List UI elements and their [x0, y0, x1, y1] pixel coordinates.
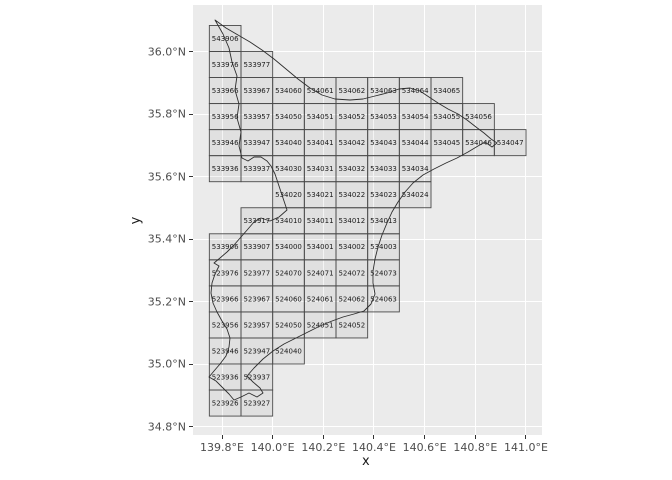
- gridline-horizontal: [193, 51, 542, 52]
- x-axis-tick-mark: [525, 435, 527, 439]
- x-axis-tick-label: 140.2°E: [301, 441, 346, 454]
- gridline-vertical: [373, 5, 375, 435]
- y-axis-tick-mark: [189, 301, 193, 302]
- x-axis-tick-mark: [272, 435, 274, 439]
- gridline-vertical: [424, 5, 426, 435]
- x-axis-tick-label: 140.6°E: [402, 441, 447, 454]
- plot-panel: [193, 5, 542, 435]
- x-axis-title: x: [362, 454, 370, 469]
- y-axis-tick-label: 35.0°N: [147, 357, 186, 371]
- y-axis-tick-mark: [189, 238, 193, 240]
- x-axis-tick-label: 140.4°E: [352, 441, 396, 454]
- gridline-horizontal: [193, 238, 542, 240]
- y-axis-tick-mark: [189, 51, 193, 52]
- gridline-vertical: [221, 5, 223, 435]
- gridline-vertical: [322, 5, 324, 435]
- x-axis-tick-label: 139.8°E: [200, 441, 244, 454]
- y-axis-tick-label: 35.6°N: [147, 170, 186, 183]
- gridline-horizontal: [193, 363, 542, 365]
- y-axis-tick-mark: [189, 363, 193, 365]
- gridline-horizontal: [193, 426, 542, 427]
- y-axis-tick-label: 34.8°N: [147, 420, 186, 433]
- x-axis-tick-mark: [221, 435, 223, 439]
- y-axis-tick-label: 35.4°N: [147, 232, 186, 246]
- x-axis-tick-mark: [373, 435, 375, 439]
- x-axis-tick-label: 140.8°E: [453, 441, 498, 454]
- gridline-horizontal: [193, 301, 542, 302]
- y-axis-title: y: [128, 216, 144, 225]
- x-axis-tick-mark: [322, 435, 324, 439]
- x-axis-tick-label: 141.0°E: [504, 441, 548, 454]
- y-axis-tick-mark: [189, 426, 193, 427]
- gridline-horizontal: [193, 176, 542, 177]
- y-axis-tick-mark: [189, 113, 193, 115]
- gridline-vertical: [272, 5, 274, 435]
- y-axis-tick-mark: [189, 176, 193, 177]
- gridline-vertical: [474, 5, 476, 435]
- x-axis-tick-mark: [424, 435, 426, 439]
- y-axis-tick-label: 35.8°N: [147, 107, 186, 121]
- gridline-horizontal: [193, 113, 542, 115]
- y-axis-tick-label: 35.2°N: [147, 295, 186, 308]
- x-axis-tick-label: 140.0°E: [250, 441, 295, 454]
- gridline-vertical: [525, 5, 527, 435]
- x-axis-tick-mark: [474, 435, 476, 439]
- y-axis-tick-label: 36.0°N: [147, 45, 186, 58]
